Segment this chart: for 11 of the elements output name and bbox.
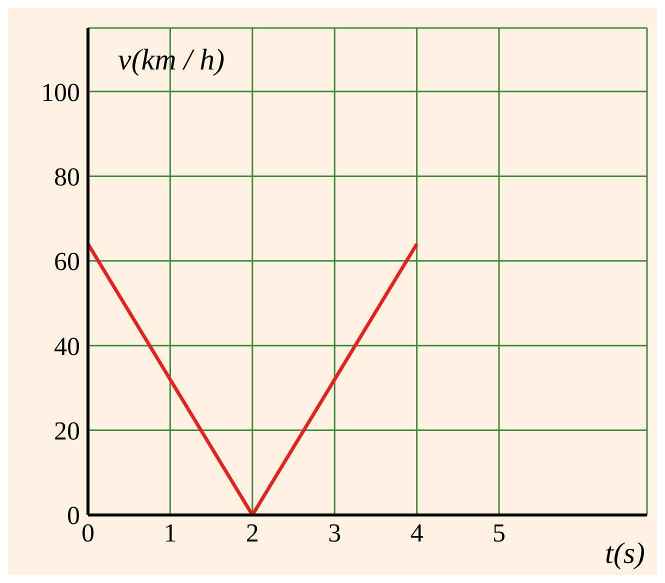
- x-tick-label: 5: [492, 518, 506, 548]
- y-tick-label: 40: [54, 332, 80, 361]
- x-tick-label: 1: [164, 518, 177, 548]
- y-tick-label: 80: [54, 162, 80, 192]
- x-tick-label: 2: [246, 518, 259, 548]
- x-axis-title: t(s): [605, 537, 645, 570]
- y-tick-label: 20: [54, 416, 80, 446]
- x-tick-label: 3: [328, 518, 342, 548]
- x-tick-label: 4: [410, 518, 424, 548]
- y-tick-label: 60: [54, 247, 80, 276]
- y-tick-label: 100: [41, 78, 80, 107]
